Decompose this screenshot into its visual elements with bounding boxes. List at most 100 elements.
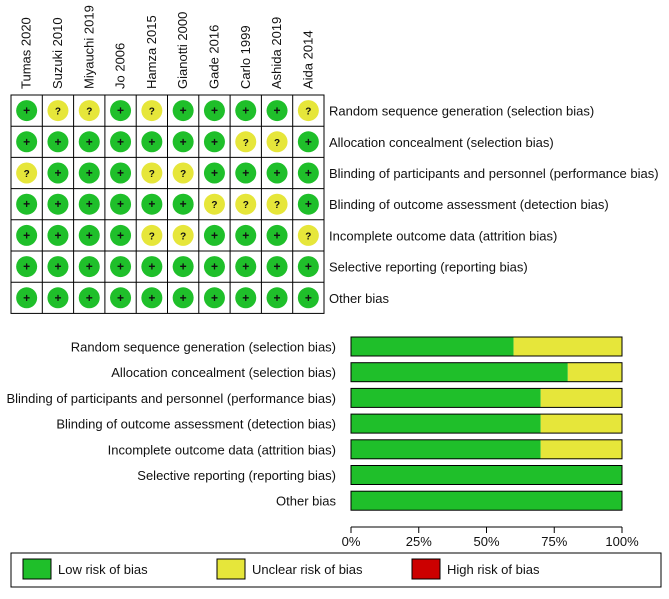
judgement-unclear-dot (141, 162, 163, 184)
judgement-low-dot (172, 100, 194, 122)
judgement-symbol: + (23, 291, 30, 305)
judgement-unclear-dot (266, 193, 288, 215)
judgement-symbol: + (180, 104, 187, 118)
judgement-symbol: + (54, 260, 61, 274)
judgement-symbol: ? (243, 138, 249, 149)
judgement-symbol: + (242, 166, 249, 180)
judgement-symbol: ? (149, 231, 155, 242)
judgement-low-dot (203, 100, 225, 122)
judgement-symbol: + (23, 197, 30, 211)
judgement-symbol: + (23, 260, 30, 274)
bar-low-random-sequence-generation-selection-bias (351, 337, 514, 356)
judgement-low-dot (16, 100, 38, 122)
judgement-symbol: + (23, 228, 30, 242)
legend-label-high: High risk of bias (447, 562, 540, 577)
judgement-symbol: ? (274, 200, 280, 211)
judgement-low-dot (78, 162, 100, 184)
judgement-symbol: + (211, 291, 218, 305)
judgement-symbol: + (211, 260, 218, 274)
judgement-symbol: + (117, 166, 124, 180)
judgement-low-dot (16, 131, 38, 153)
bar-low-allocation-concealment-selection-bias (351, 362, 568, 382)
judgement-symbol: + (148, 135, 155, 149)
judgement-symbol: + (86, 228, 93, 242)
judgement-low-dot (47, 224, 69, 246)
judgement-symbol: + (305, 197, 312, 211)
judgement-symbol: + (117, 135, 124, 149)
study-label-gade-2016: Gade 2016 (206, 25, 221, 89)
judgement-unclear-dot (266, 131, 288, 153)
judgement-unclear-dot (16, 162, 38, 184)
judgement-symbol: + (148, 291, 155, 305)
judgement-low-dot (78, 287, 100, 309)
bar-outline (350, 490, 623, 511)
judgement-low-dot (266, 224, 288, 246)
study-label-ashida-2019: Ashida 2019 (269, 17, 284, 89)
judgement-symbol: + (242, 291, 249, 305)
judgement-low-dot (172, 256, 194, 278)
judgement-unclear-dot (78, 100, 100, 122)
judgement-symbol: + (148, 197, 155, 211)
judgement-symbol: + (211, 104, 218, 118)
judgement-low-dot (203, 287, 225, 309)
judgement-symbol: + (148, 260, 155, 274)
judgement-symbol: + (305, 260, 312, 274)
bar-unclear-allocation-concealment-selection-bias (567, 362, 622, 382)
judgement-symbol: ? (305, 231, 311, 242)
risk-of-bias-summary: Tumas 2020 Suzuki 2010 Miyauchi 2019 Jo 200… (10, 5, 659, 314)
judgement-low-dot (235, 100, 257, 122)
graph-label-random-sequence-generation-selection-bias: Random sequence generation (selection bi… (71, 340, 336, 355)
study-label-hamza-2015: Hamza 2015 (144, 15, 159, 89)
judgement-low-dot (47, 256, 69, 278)
judgement-symbol: + (180, 260, 187, 274)
judgement-symbol: ? (149, 169, 155, 180)
judgement-symbol: + (274, 260, 281, 274)
judgement-low-dot (78, 224, 100, 246)
judgement-low-dot (297, 287, 319, 309)
judgement-low-dot (297, 256, 319, 278)
judgement-symbol: + (274, 291, 281, 305)
judgement-symbol: + (242, 228, 249, 242)
legend-swatch-unclear (216, 558, 246, 580)
judgement-low-dot (141, 287, 163, 309)
judgement-symbol: + (211, 166, 218, 180)
judgement-unclear-dot (235, 131, 257, 153)
judgement-low-dot (141, 256, 163, 278)
judgement-symbol: + (117, 228, 124, 242)
judgement-low-dot (110, 162, 132, 184)
legend: Low risk of bias Unclear risk of bias High… (10, 552, 662, 588)
judgement-low-dot (78, 193, 100, 215)
judgement-symbol: + (274, 228, 281, 242)
judgement-low-dot (141, 131, 163, 153)
judgement-symbol: ? (305, 107, 311, 118)
judgement-symbol: + (54, 166, 61, 180)
judgement-symbol: + (274, 104, 281, 118)
judgement-symbol: + (23, 135, 30, 149)
judgement-symbol: + (54, 135, 61, 149)
judgement-symbol: + (211, 228, 218, 242)
judgement-low-dot (266, 256, 288, 278)
legend-swatch-low (22, 558, 52, 580)
judgement-symbol: + (117, 260, 124, 274)
judgement-unclear-dot (297, 224, 319, 246)
bar-low-other-bias (351, 491, 622, 511)
legend-label-unclear: Unclear risk of bias (252, 562, 363, 577)
legend-frame (10, 552, 662, 588)
graph-label-allocation-concealment-selection-bias: Allocation concealment (selection bias) (111, 365, 336, 380)
judgement-symbol: + (242, 260, 249, 274)
judgement-low-dot (16, 256, 38, 278)
judgement-low-dot (110, 256, 132, 278)
judgement-symbol: ? (24, 169, 30, 180)
legend-swatch-high (411, 558, 441, 580)
judgement-low-dot (47, 287, 69, 309)
judgement-low-dot (47, 193, 69, 215)
judgement-low-dot (235, 287, 257, 309)
judgement-low-dot (235, 162, 257, 184)
bar-unclear-incomplete-outcome-data-attrition-bias (540, 439, 622, 459)
legend-label-low: Low risk of bias (58, 562, 148, 577)
judgement-symbol: + (54, 197, 61, 211)
summary-domain-label-blinding-of-outcome-assessment-detection-bias: Blinding of outcome assessment (detectio… (329, 197, 609, 212)
judgement-symbol: + (180, 197, 187, 211)
judgement-unclear-dot (235, 193, 257, 215)
